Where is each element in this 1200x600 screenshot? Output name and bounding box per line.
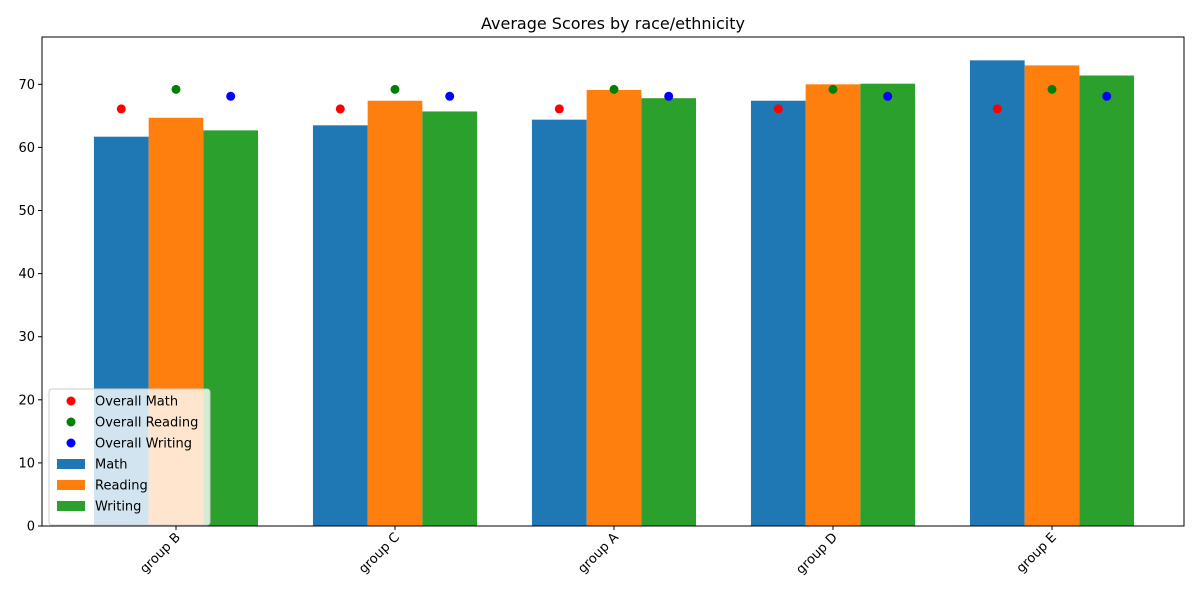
y-tick-label: 30: [18, 330, 35, 345]
marker-overall-writing-group-c: [445, 91, 455, 101]
marker-overall-writing-group-e: [1102, 91, 1112, 101]
marker-overall-writing-group-a: [664, 91, 674, 101]
bar-math-group-c: [312, 125, 368, 527]
legend-marker: [66, 396, 76, 406]
y-tick-label: 70: [18, 78, 35, 93]
x-tick-label: group B: [137, 530, 184, 577]
marker-overall-math-group-c: [335, 104, 345, 114]
x-tick-label: group E: [1014, 530, 1060, 576]
y-tick-label: 10: [18, 456, 35, 471]
bar-writing-group-b: [203, 130, 259, 526]
legend-patch: [57, 459, 85, 469]
marker-overall-reading-group-a: [609, 84, 619, 94]
marker-overall-math-group-a: [554, 104, 564, 114]
legend-label: Reading: [95, 479, 148, 494]
x-tick-label: group D: [794, 530, 841, 577]
y-tick-label: 20: [18, 393, 35, 408]
marker-overall-math-group-b: [116, 104, 126, 114]
legend-box: [48, 388, 211, 526]
marker-overall-math-group-e: [992, 104, 1002, 114]
bar-math-group-a: [531, 119, 587, 527]
legend-label: Overall Reading: [95, 416, 198, 431]
marker-overall-math-group-d: [773, 104, 783, 114]
bar-writing-group-e: [1079, 75, 1135, 527]
legend-label: Overall Writing: [95, 437, 192, 452]
legend-marker: [66, 438, 76, 448]
y-tick-label: 40: [18, 267, 35, 282]
marker-overall-writing-group-b: [226, 91, 236, 101]
marker-overall-reading-group-c: [390, 84, 400, 94]
x-axis: group B group C group A group D group E: [137, 526, 1060, 578]
x-tick-label: group C: [356, 530, 403, 577]
y-tick-label: 60: [18, 141, 35, 156]
legend: Overall Math Overall Reading Overall Writi…: [48, 388, 211, 526]
overall-markers-layer: [116, 84, 1112, 114]
legend-marker: [66, 417, 76, 427]
bar-reading-group-d: [805, 84, 861, 527]
bar-math-group-e: [969, 60, 1025, 527]
bar-writing-group-c: [422, 111, 478, 526]
marker-overall-reading-group-d: [828, 84, 838, 94]
bars-layer: [93, 60, 1135, 527]
marker-overall-reading-group-e: [1047, 84, 1057, 94]
legend-label: Overall Math: [95, 395, 178, 410]
legend-patch: [57, 501, 85, 511]
bar-reading-group-c: [367, 100, 423, 526]
bar-writing-group-d: [860, 83, 916, 526]
marker-overall-reading-group-b: [171, 84, 181, 94]
y-tick-label: 0: [27, 520, 35, 535]
plot-frame: [41, 36, 1185, 527]
y-axis: 0 10 20 30 40 50 60 70: [18, 78, 42, 535]
chart-title: Average Scores by race/ethnicity: [481, 14, 745, 33]
bar-reading-group-a: [586, 90, 642, 527]
y-tick-label: 50: [18, 204, 35, 219]
bar-writing-group-a: [641, 98, 697, 527]
bar-reading-group-e: [1024, 65, 1080, 526]
legend-label: Writing: [95, 500, 141, 515]
legend-patch: [57, 480, 85, 490]
x-tick-label: group A: [575, 530, 622, 577]
legend-label: Math: [95, 458, 128, 473]
marker-overall-writing-group-d: [883, 91, 893, 101]
bar-math-group-d: [750, 100, 806, 526]
